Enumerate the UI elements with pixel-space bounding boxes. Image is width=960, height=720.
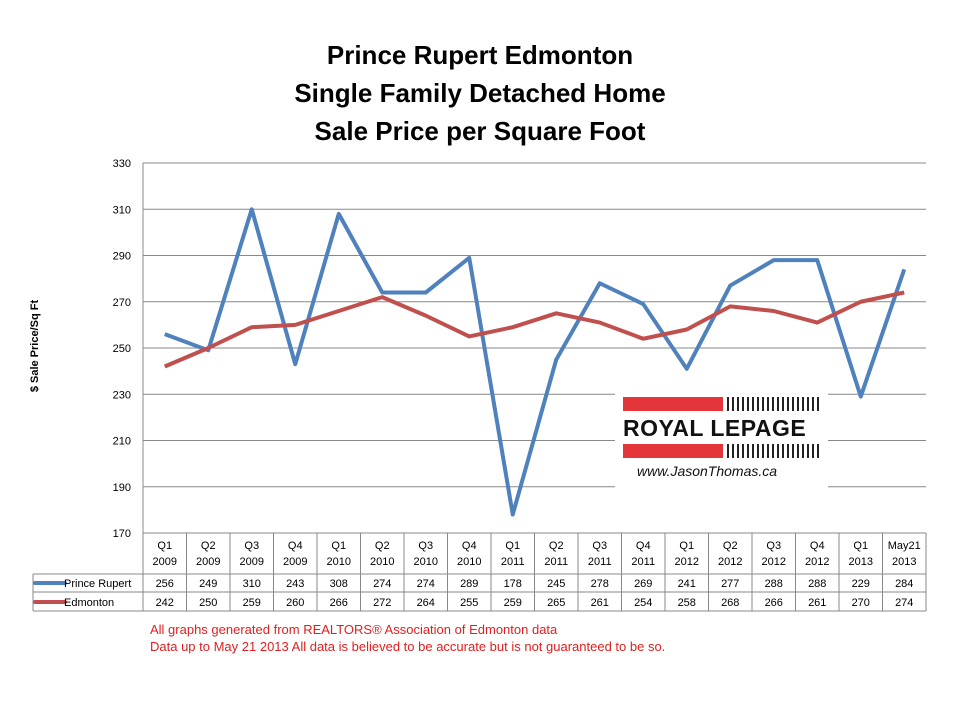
data-table-value: 258 (678, 597, 696, 609)
y-tick-label: 330 (113, 158, 131, 170)
x-tick-label: Q1 (331, 540, 346, 552)
x-tick-label: Q3 (418, 540, 433, 552)
data-table-value: 178 (504, 578, 522, 590)
x-tick-label-year: 2011 (588, 556, 612, 568)
logo-url: www.JasonThomas.ca (637, 463, 778, 479)
data-table-value: 259 (243, 597, 261, 609)
x-tick-label-year: 2009 (240, 556, 264, 568)
data-table-value: 268 (721, 597, 739, 609)
x-tick-label: Q2 (723, 540, 738, 552)
legend-label: Edmonton (64, 597, 114, 609)
data-table-value: 261 (591, 597, 609, 609)
y-tick-label: 270 (113, 297, 131, 309)
logo-brand: ROYAL LEPAGE (623, 415, 807, 441)
chart-title-line1: Prince Rupert Edmonton (326, 40, 634, 70)
y-tick-label: 230 (113, 389, 131, 401)
data-table-value: 260 (286, 597, 304, 609)
data-table-value: 266 (765, 597, 783, 609)
data-table-value: 254 (634, 597, 652, 609)
x-tick-label: Q1 (679, 540, 694, 552)
data-table-value: 256 (156, 578, 174, 590)
data-table-value: 277 (721, 578, 739, 590)
data-table-value: 255 (460, 597, 478, 609)
x-tick-label-year: 2009 (153, 556, 177, 568)
chart-title-line2: Single Family Detached Home (294, 78, 666, 108)
legend-label: Prince Rupert (64, 578, 131, 590)
logo: ROYAL LEPAGE www.JasonThomas.ca (615, 387, 828, 490)
data-table-value: 245 (547, 578, 565, 590)
x-tick-label-year: 2011 (631, 556, 655, 568)
x-tick-label: Q2 (549, 540, 564, 552)
footer-line1: All graphs generated from REALTORS® Asso… (150, 622, 558, 637)
data-table-value: 278 (591, 578, 609, 590)
data-table-value: 242 (156, 597, 174, 609)
x-tick-label: Q4 (462, 540, 477, 552)
x-tick-label: Q2 (375, 540, 390, 552)
data-table-value: 259 (504, 597, 522, 609)
y-tick-label: 190 (113, 482, 131, 494)
x-tick-label-year: 2011 (501, 556, 525, 568)
data-table-value: 264 (417, 597, 435, 609)
y-tick-label: 310 (113, 204, 131, 216)
x-tick-label-year: 2012 (762, 556, 786, 568)
data-table-value: 288 (765, 578, 783, 590)
x-tick-label-year: 2009 (283, 556, 307, 568)
data-table-value: 241 (678, 578, 696, 590)
footer-line2: Data up to May 21 2013 All data is belie… (150, 639, 666, 654)
data-table-value: 243 (286, 578, 304, 590)
x-tick-label: Q3 (766, 540, 781, 552)
series-line-prince-rupert (164, 207, 907, 517)
x-tick-label-year: 2013 (849, 556, 873, 568)
data-table-value: 308 (330, 578, 348, 590)
x-tick-label: Q4 (288, 540, 303, 552)
data-table-value: 272 (373, 597, 391, 609)
x-tick-label: Q2 (201, 540, 216, 552)
chart-title-line3: Sale Price per Square Foot (314, 116, 646, 146)
x-tick-label-year: 2012 (805, 556, 829, 568)
y-tick-label: 170 (113, 528, 131, 540)
data-table-value: 269 (634, 578, 652, 590)
x-tick-label: Q1 (157, 540, 172, 552)
x-tick-label-year: 2010 (414, 556, 438, 568)
data-table-value: 266 (330, 597, 348, 609)
data-table-value: 310 (243, 578, 261, 590)
data-table-value: 274 (895, 597, 913, 609)
x-tick-label-year: 2012 (675, 556, 699, 568)
data-table-value: 270 (852, 597, 870, 609)
x-tick-label-year: 2010 (457, 556, 481, 568)
data-table-value: 265 (547, 597, 565, 609)
data-table-value: 274 (417, 578, 435, 590)
data-table-value: 261 (808, 597, 826, 609)
x-tick-label: Q4 (810, 540, 825, 552)
series-line-edmonton (163, 290, 905, 369)
y-tick-label: 290 (113, 251, 131, 263)
x-tick-label: Q1 (505, 540, 520, 552)
x-tick-label: Q1 (853, 540, 868, 552)
x-tick-label-year: 2009 (196, 556, 220, 568)
x-tick-label-year: 2012 (718, 556, 742, 568)
data-table-value: 289 (460, 578, 478, 590)
data-table-value: 284 (895, 578, 913, 590)
x-tick-label: May21 (888, 540, 921, 552)
data-table-value: 250 (199, 597, 217, 609)
y-tick-label: 210 (113, 436, 131, 448)
x-tick-label-year: 2013 (892, 556, 916, 568)
data-table-value: 249 (199, 578, 217, 590)
data-table-value: 274 (373, 578, 391, 590)
x-tick-label: Q3 (244, 540, 259, 552)
x-tick-label: Q3 (592, 540, 607, 552)
x-tick-label: Q4 (636, 540, 651, 552)
data-table-value: 288 (808, 578, 826, 590)
y-tick-label: 250 (113, 343, 131, 355)
x-tick-label-year: 2010 (370, 556, 394, 568)
data-table-value: 229 (852, 578, 870, 590)
x-tick-label-year: 2011 (544, 556, 568, 568)
x-tick-label-year: 2010 (327, 556, 351, 568)
